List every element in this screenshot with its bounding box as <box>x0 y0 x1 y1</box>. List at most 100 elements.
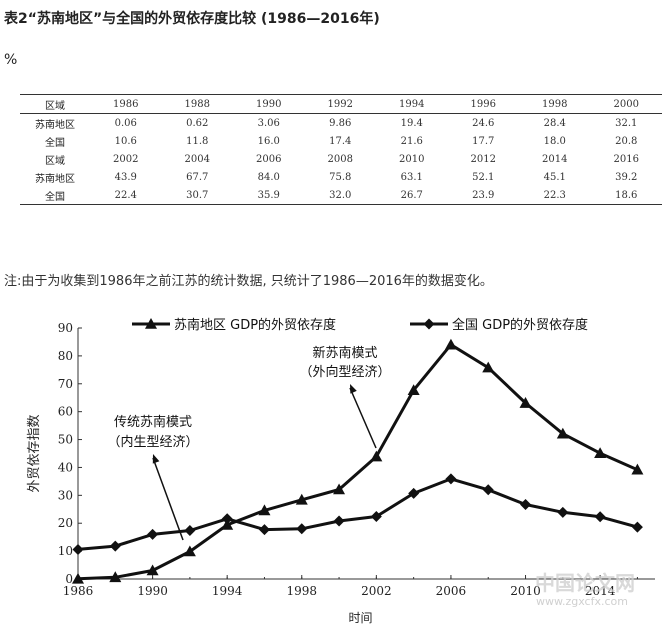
table-row: 苏南地区 0.06 0.62 3.06 9.86 19.4 24.6 28.4 32.1 <box>20 114 662 133</box>
annotation-arrow-line-2 <box>152 457 184 541</box>
x-tick-label: 1998 <box>286 584 317 598</box>
table-cell: 1988 <box>161 94 233 114</box>
table-cell: 23.9 <box>447 186 519 205</box>
table-cell: 1986 <box>90 94 162 114</box>
table-cell: 2006 <box>256 153 282 165</box>
annotation-title-2: 传统苏南模式 <box>114 414 192 430</box>
table-cell: 2000 <box>590 94 662 114</box>
x-tick-label: 1994 <box>212 584 243 598</box>
table-cell: 39.2 <box>615 171 638 183</box>
table-cell: 2014 <box>542 153 568 165</box>
table-cell: 30.7 <box>161 186 233 205</box>
legend-label-1: 苏南地区 GDP的外贸依存度 <box>174 317 336 333</box>
data-point-series-2 <box>594 511 606 523</box>
annotation-subtitle-2: （内生型经济） <box>107 434 198 450</box>
data-point-series-1 <box>109 571 122 583</box>
y-tick-label: 50 <box>58 433 73 447</box>
table-cell: 2008 <box>327 153 353 165</box>
table-cell: 45.1 <box>543 171 566 183</box>
table-cell: 1998 <box>519 94 591 114</box>
x-tick-label: 1990 <box>137 584 168 598</box>
data-point-series-1 <box>444 338 457 350</box>
y-tick-label: 30 <box>58 488 73 502</box>
table-cell: 2002 <box>113 153 139 165</box>
table-cell: 0.62 <box>186 117 209 129</box>
table-cell: 52.1 <box>472 171 495 183</box>
table-cell: 1992 <box>304 94 376 114</box>
y-tick-label: 20 <box>58 516 73 530</box>
data-point-series-1 <box>258 504 271 516</box>
annotation-arrow-head-2 <box>152 454 160 464</box>
table-cell: 67.7 <box>186 171 209 183</box>
table-cell: 1994 <box>376 94 448 114</box>
table-cell: 19.4 <box>400 117 423 129</box>
row-label-cell: 全国 <box>20 186 90 205</box>
data-point-series-1 <box>146 564 159 576</box>
data-point-series-1 <box>370 450 383 462</box>
table-cell: 18.0 <box>543 135 566 147</box>
data-point-series-2 <box>147 528 159 540</box>
table-cell: 0.06 <box>114 117 137 129</box>
data-point-series-1 <box>407 384 420 395</box>
row-label-cell: 区域 <box>20 94 90 114</box>
table-cell: 24.6 <box>472 117 495 129</box>
row-label-cell: 全国 <box>45 137 65 149</box>
table-cell: 84.0 <box>257 171 280 183</box>
watermark-text: 中国论文网 <box>535 571 635 595</box>
table-title: 表2“苏南地区”与全国的外贸依存度比较 (1986—2016年) <box>4 11 380 27</box>
y-tick-label: 60 <box>58 405 73 419</box>
data-point-series-2 <box>482 484 494 496</box>
x-tick-label: 2006 <box>436 584 467 598</box>
data-point-series-2 <box>520 499 532 511</box>
data-point-series-2 <box>258 524 270 536</box>
annotation-arrow-head-1 <box>350 384 357 394</box>
table-row: 全国 22.4 30.7 35.9 32.0 26.7 23.9 22.3 18.6 <box>20 186 662 205</box>
table-cell: 28.4 <box>543 117 566 129</box>
y-tick-label: 80 <box>58 349 73 363</box>
x-tick-label: 2002 <box>361 584 392 598</box>
data-point-series-2 <box>333 515 345 527</box>
data-point-series-1 <box>594 447 607 459</box>
table-cell: 75.8 <box>329 171 352 183</box>
x-tick-label: 2010 <box>510 584 541 598</box>
table-cell: 18.6 <box>590 186 662 205</box>
table-cell: 11.8 <box>186 135 209 147</box>
data-point-series-2 <box>109 540 121 552</box>
annotation-title-1: 新苏南模式 <box>312 345 377 361</box>
data-point-series-1 <box>519 397 532 408</box>
row-label-cell: 苏南地区 <box>35 173 75 185</box>
table-row: 区域 2002 2004 2006 2008 2010 2012 2014 2016 <box>20 150 662 168</box>
table-cell: 21.6 <box>400 135 423 147</box>
data-point-series-2 <box>370 511 382 523</box>
table-cell: 22.3 <box>519 186 591 205</box>
data-point-series-2 <box>631 521 643 533</box>
data-point-series-1 <box>183 545 196 557</box>
data-table: 区域 1986 1988 1990 1992 1994 1996 1998 2000 苏南地区 0.… <box>20 94 662 205</box>
x-axis-label: 时间 <box>348 611 372 625</box>
line-chart: 0 10 20 30 40 50 60 70 80 90 1986 1990 1994 1998 2002 2… <box>27 317 655 625</box>
table-cell: 17.7 <box>472 135 495 147</box>
y-tick-label: 0 <box>65 572 73 586</box>
data-point-series-1 <box>631 463 644 475</box>
series-line-2 <box>77 477 638 551</box>
data-point-series-2 <box>557 506 569 518</box>
data-point-series-1 <box>295 493 308 505</box>
annotation-arrow-line-1 <box>349 387 377 449</box>
data-point-series-1 <box>72 572 84 584</box>
table-cell: 3.06 <box>257 117 280 129</box>
table-cell: 16.0 <box>257 135 280 147</box>
y-axis-label: 外贸依存指数 <box>27 414 42 492</box>
table-cell: 35.9 <box>233 186 305 205</box>
table-cell: 2016 <box>613 153 639 165</box>
data-point-series-2 <box>184 524 196 536</box>
table-cell: 22.4 <box>90 186 162 205</box>
series-line-1 <box>77 343 639 581</box>
annotation-subtitle-1: （外向型经济） <box>299 364 390 380</box>
table-row: 全国 10.6 11.8 16.0 17.4 21.6 17.7 18.0 20.8 <box>20 132 662 150</box>
data-point-series-2 <box>408 487 420 499</box>
y-tick-label: 70 <box>58 377 73 391</box>
y-tick-label: 90 <box>58 321 73 335</box>
table-cell: 2012 <box>470 153 496 165</box>
table-cell: 10.6 <box>114 135 137 147</box>
table-cell: 17.4 <box>329 135 352 147</box>
